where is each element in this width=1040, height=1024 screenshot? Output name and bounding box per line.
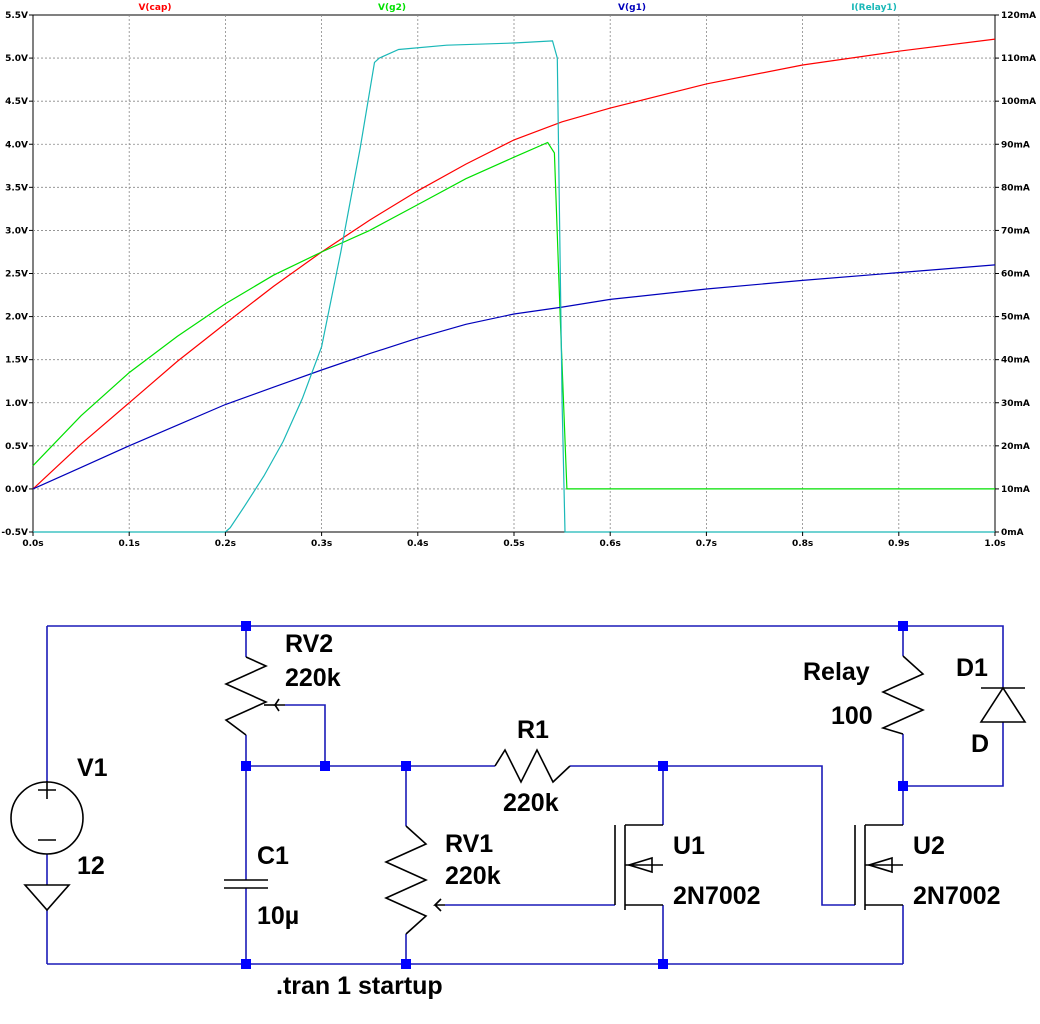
wire-top-rail <box>47 625 1004 688</box>
component-labels: RV2 220k Relay 100 D1 D V1 12 R1 220k C1… <box>77 630 1001 1000</box>
node <box>401 959 411 969</box>
node <box>320 761 330 771</box>
u2-name: U2 <box>913 832 945 860</box>
y-right-tick-label: 10mA <box>1001 485 1030 495</box>
u2-value: 2N7002 <box>913 882 1001 910</box>
r1-name: R1 <box>517 716 549 744</box>
voltage-source-v1[interactable] <box>10 781 84 855</box>
u1-value: 2N7002 <box>673 882 761 910</box>
relay-name: Relay <box>803 658 870 686</box>
resistor-r1[interactable] <box>494 748 571 784</box>
x-axis-ticks: 0.0s 0.1s 0.2s 0.3s 0.4s 0.5s 0.6s 0.7s 0.8s 0.9s… <box>22 532 1006 549</box>
x-tick-label: 0.6s <box>600 539 621 549</box>
y-right-tick-label: 20mA <box>1001 442 1030 452</box>
y-right-tick-label: 60mA <box>1001 270 1030 280</box>
trace-title[interactable]: V(g1) <box>618 3 646 13</box>
diode-d1[interactable] <box>979 686 1027 723</box>
wire-rv2-wiper <box>285 704 326 766</box>
v1-value: 12 <box>77 852 105 880</box>
node <box>241 621 251 631</box>
d1-value: D <box>971 730 989 758</box>
y-left-tick-label: 5.5V <box>5 11 28 21</box>
u1-name: U1 <box>673 832 705 860</box>
x-tick-label: 0.9s <box>888 539 909 549</box>
trace-v-g2 <box>32 141 995 490</box>
node <box>898 621 908 631</box>
y-right-tick-label: 90mA <box>1001 140 1030 150</box>
trace-title[interactable]: V(cap) <box>138 3 171 13</box>
y-right-tick-label: 50mA <box>1001 313 1030 323</box>
y-left-tick-label: 2.5V <box>5 270 28 280</box>
c1-name: C1 <box>257 842 289 870</box>
x-tick-label: 1.0s <box>984 539 1005 549</box>
mosfet-u2[interactable] <box>854 824 903 910</box>
relay-value: 100 <box>831 702 873 730</box>
y-left-tick-label: 3.5V <box>5 183 28 193</box>
plot-traces <box>32 38 996 533</box>
x-tick-label: 0.0s <box>22 539 43 549</box>
r1-value: 220k <box>503 789 559 817</box>
components <box>10 655 1027 935</box>
y-left-tick-label: -0.5V <box>1 528 28 538</box>
y-right-tick-label: 70mA <box>1001 226 1030 236</box>
trace-v-g1 <box>32 264 996 490</box>
potentiometer-rv2[interactable] <box>224 656 285 736</box>
x-tick-label: 0.7s <box>696 539 717 549</box>
y-right-tick-label: 120mA <box>1001 11 1036 21</box>
rv2-value: 220k <box>285 664 341 692</box>
mosfet-u1[interactable] <box>614 824 663 910</box>
trace-title[interactable]: I(Relay1) <box>851 3 897 13</box>
trace-v-cap <box>32 38 996 490</box>
y-right-tick-label: 30mA <box>1001 399 1030 409</box>
x-tick-label: 0.4s <box>407 539 428 549</box>
junction-nodes <box>241 621 908 969</box>
wire-r1-out <box>570 765 855 906</box>
y-left-tick-label: 4.0V <box>5 140 28 150</box>
y-right-tick-label: 0mA <box>1001 528 1024 538</box>
rv1-name: RV1 <box>445 830 493 858</box>
waveform-plot: 0.0s 0.1s 0.2s 0.3s 0.4s 0.5s 0.6s 0.7s 0.8s 0.9s… <box>1 3 1036 549</box>
y-left-tick-label: 4.5V <box>5 97 28 107</box>
x-tick-label: 0.5s <box>503 539 524 549</box>
x-tick-label: 0.3s <box>311 539 332 549</box>
y-left-tick-label: 5.0V <box>5 54 28 64</box>
y-left-tick-label: 1.0V <box>5 399 28 409</box>
rv1-value: 220k <box>445 862 501 890</box>
y-right-tick-label: 40mA <box>1001 356 1030 366</box>
ground-symbol <box>23 884 71 912</box>
capacitor-c1[interactable] <box>224 879 268 889</box>
node <box>898 781 908 791</box>
x-tick-label: 0.8s <box>792 539 813 549</box>
rv2-name: RV2 <box>285 630 333 658</box>
node <box>241 959 251 969</box>
y-left-tick-label: 0.5V <box>5 442 28 452</box>
y-right-tick-label: 80mA <box>1001 183 1030 193</box>
x-tick-label: 0.1s <box>119 539 140 549</box>
spice-directive[interactable]: .tran 1 startup <box>276 972 443 1000</box>
wires <box>46 625 1004 965</box>
trace-title[interactable]: V(g2) <box>378 3 406 13</box>
left-axis-ticks: -0.5V 0.0V 0.5V 1.0V 1.5V 2.0V 2.5V 3.0V 3.5V 4.0… <box>1 11 33 538</box>
node <box>241 761 251 771</box>
wire-diode-return <box>903 722 1004 787</box>
y-left-tick-label: 2.0V <box>5 313 28 323</box>
y-right-tick-label: 100mA <box>1001 97 1036 107</box>
y-left-tick-label: 0.0V <box>5 485 28 495</box>
potentiometer-rv1[interactable] <box>384 825 445 935</box>
node <box>658 761 668 771</box>
y-left-tick-label: 1.5V <box>5 356 28 366</box>
relay-coil[interactable] <box>880 655 925 735</box>
x-tick-label: 0.2s <box>215 539 236 549</box>
y-right-tick-label: 110mA <box>1001 54 1036 64</box>
node <box>658 959 668 969</box>
right-axis-ticks: 0mA 10mA 20mA 30mA 40mA 50mA 60mA 70mA 80mA 90mA 1… <box>995 11 1036 538</box>
node <box>401 761 411 771</box>
c1-value: 10µ <box>257 902 299 930</box>
trace-i-relay1 <box>33 40 995 533</box>
v1-name: V1 <box>77 754 108 782</box>
d1-name: D1 <box>956 654 988 682</box>
circuit-schematic: RV2 220k Relay 100 D1 D V1 12 R1 220k C1… <box>10 621 1027 1000</box>
y-left-tick-label: 3.0V <box>5 226 28 236</box>
trace-titles[interactable]: V(cap) V(g2) V(g1) I(Relay1) <box>138 3 896 13</box>
